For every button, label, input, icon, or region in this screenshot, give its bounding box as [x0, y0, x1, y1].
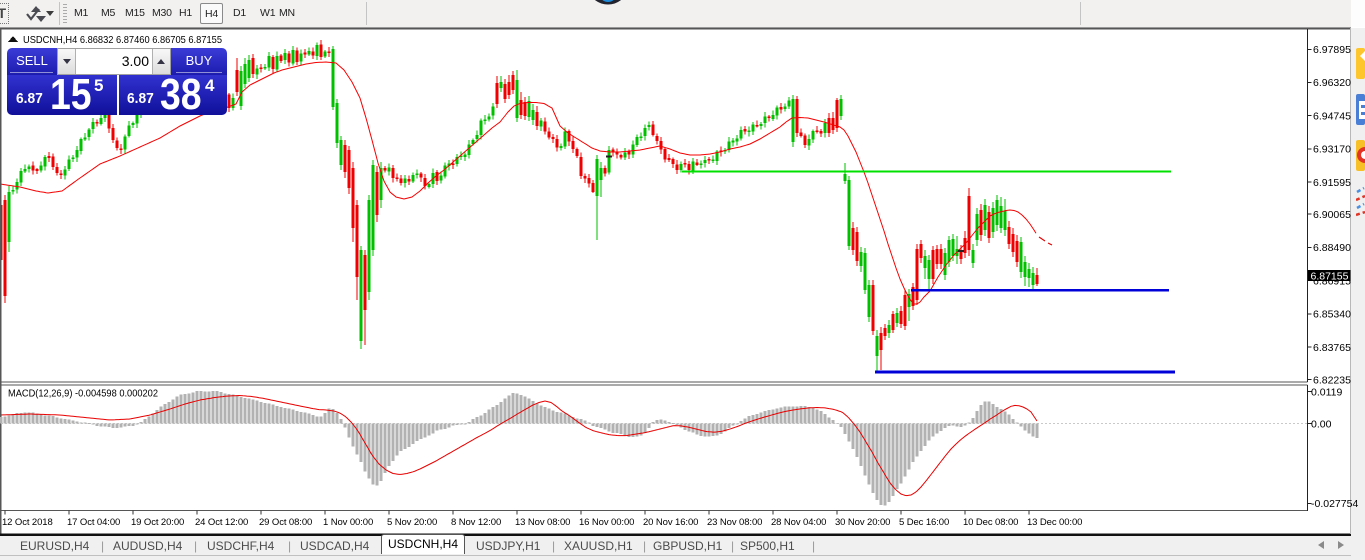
- svg-text:13 Nov 08:00: 13 Nov 08:00: [515, 517, 570, 528]
- svg-text:28 Nov 04:00: 28 Nov 04:00: [771, 517, 826, 528]
- svg-text:6.83765: 6.83765: [1313, 342, 1351, 354]
- svg-text:20 Nov 16:00: 20 Nov 16:00: [643, 517, 698, 528]
- svg-text:6.88490: 6.88490: [1313, 242, 1351, 254]
- svg-text:6.82235: 6.82235: [1313, 374, 1351, 386]
- svg-text:23 Nov 08:00: 23 Nov 08:00: [707, 517, 762, 528]
- svg-text:6.97895: 6.97895: [1313, 44, 1351, 56]
- svg-text:6.91595: 6.91595: [1313, 177, 1351, 189]
- svg-text:6.85340: 6.85340: [1313, 309, 1351, 321]
- svg-text:1 Nov 00:00: 1 Nov 00:00: [323, 517, 373, 528]
- svg-text:13 Dec 00:00: 13 Dec 00:00: [1027, 517, 1082, 528]
- svg-text:MACD(12,26,9) -0.004598 0.0002: MACD(12,26,9) -0.004598 0.000202: [8, 388, 158, 400]
- svg-text:30 Nov 20:00: 30 Nov 20:00: [835, 517, 890, 528]
- svg-text:12 Oct 2018: 12 Oct 2018: [2, 517, 53, 528]
- svg-text:24 Oct 12:00: 24 Oct 12:00: [195, 517, 248, 528]
- svg-text:5 Nov 20:00: 5 Nov 20:00: [387, 517, 437, 528]
- svg-text:8 Nov 12:00: 8 Nov 12:00: [451, 517, 501, 528]
- svg-text:16 Nov 00:00: 16 Nov 00:00: [579, 517, 634, 528]
- svg-text:6.94745: 6.94745: [1313, 110, 1351, 122]
- svg-text:0.00: 0.00: [1311, 418, 1332, 430]
- svg-text:17 Oct 04:00: 17 Oct 04:00: [67, 517, 120, 528]
- svg-text:10 Dec 08:00: 10 Dec 08:00: [963, 517, 1018, 528]
- svg-text:29 Oct 08:00: 29 Oct 08:00: [259, 517, 312, 528]
- svg-text:6.93170: 6.93170: [1313, 144, 1351, 156]
- svg-text:19 Oct 20:00: 19 Oct 20:00: [131, 517, 184, 528]
- svg-text:6.96320: 6.96320: [1313, 77, 1351, 89]
- svg-text:6.87155: 6.87155: [1311, 270, 1349, 282]
- svg-text:5 Dec 16:00: 5 Dec 16:00: [899, 517, 949, 528]
- svg-text:USDCNH,H4 6.86832 6.87460 6.8: USDCNH,H4 6.86832 6.87460 6.86705 6.8715…: [23, 34, 222, 46]
- svg-text:-0.027754: -0.027754: [1311, 498, 1358, 510]
- svg-text:0.0119: 0.0119: [1311, 386, 1342, 398]
- svg-text:6.90065: 6.90065: [1313, 209, 1351, 221]
